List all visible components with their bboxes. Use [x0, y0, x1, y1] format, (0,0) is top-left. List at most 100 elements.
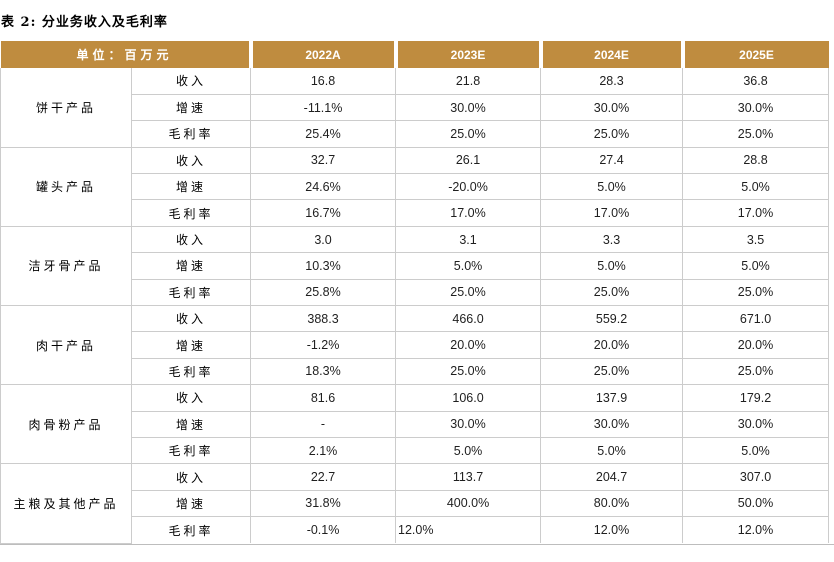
report-page: 表 2: 分业务收入及毛利率 单位：百万元 2022A 2023E 2024E 2025…: [0, 15, 834, 545]
row-label-cell: 增速: [130, 93, 252, 122]
table-row: 增速 -1.2% 20.0% 20.0% 20.0%: [1, 331, 830, 359]
group-name-cell: 罐头产品: [0, 146, 132, 227]
value-cell: -: [250, 410, 397, 438]
value-cell: 137.9: [540, 384, 684, 412]
value-cell: 388.3: [250, 305, 397, 333]
value-cell: 3.0: [250, 225, 397, 254]
table-row: 毛利率 2.1% 5.0% 5.0% 5.0%: [1, 436, 830, 465]
value-cell: 106.0: [395, 384, 542, 412]
value-cell: 25.0%: [395, 357, 542, 386]
segment-revenue-table: 单位：百万元 2022A 2023E 2024E 2025E 饼干产品 收入 16.8 21.…: [0, 41, 830, 544]
row-label-cell: 收入: [130, 146, 252, 175]
row-label-cell: 毛利率: [130, 357, 252, 386]
row-label-cell: 增速: [130, 410, 252, 438]
value-cell: 81.6: [250, 384, 397, 412]
value-cell: -1.2%: [250, 331, 397, 359]
table-bottom-rule: [0, 543, 834, 545]
value-cell: 17.0%: [540, 199, 684, 227]
row-label-cell: 增速: [130, 331, 252, 359]
table-row: 增速 24.6% -20.0% 5.0% 5.0%: [1, 173, 830, 201]
value-cell: 25.0%: [540, 278, 684, 307]
unit-header-cell: 单位：百万元: [0, 41, 251, 68]
value-cell: 28.3: [540, 68, 684, 95]
table-row: 主粮及其他产品 收入 22.7 113.7 204.7 307.0: [0, 463, 830, 544]
group-name-cell: 饼干产品: [0, 68, 132, 148]
value-cell: 3.3: [540, 225, 684, 254]
group-name-cell: 肉干产品: [0, 305, 132, 386]
value-cell: 17.0%: [682, 199, 830, 227]
row-label-cell: 增速: [130, 173, 252, 201]
value-cell: 16.7%: [250, 199, 397, 227]
year-header-cell: 2022A: [248, 41, 396, 68]
value-cell: 25.0%: [682, 278, 830, 307]
group-name-cell: 肉骨粉产品: [0, 384, 132, 465]
table-row: 增速 -30.0% 30.0% 30.0%: [1, 410, 830, 438]
table-row: 增速 31.8% 400.0% 80.0% 50.0%: [1, 489, 830, 518]
row-label-cell: 毛利率: [130, 278, 252, 307]
value-cell: 12.0%: [540, 516, 684, 544]
value-cell: 21.8: [395, 68, 542, 95]
value-cell: 36.8: [682, 68, 830, 95]
value-cell: 2.1%: [250, 436, 397, 465]
row-label-cell: 收入: [130, 225, 252, 254]
value-cell: 24.6%: [250, 173, 397, 201]
value-cell: 25.0%: [395, 120, 542, 148]
row-label-cell: 增速: [130, 489, 252, 518]
value-cell: 25.0%: [682, 120, 830, 148]
value-cell: 17.0%: [395, 199, 542, 227]
row-label-cell: 毛利率: [130, 516, 252, 544]
value-cell: 30.0%: [540, 93, 684, 122]
value-cell: 5.0%: [395, 436, 542, 465]
value-cell: 25.0%: [395, 278, 542, 307]
value-cell: 50.0%: [682, 489, 830, 518]
value-cell: 559.2: [540, 305, 684, 333]
value-cell: 30.0%: [540, 410, 684, 438]
table-row: 罐头产品 收入 32.7 26.1 27.4 28.8: [0, 146, 830, 227]
value-cell: 80.0%: [540, 489, 684, 518]
value-cell: 25.0%: [682, 357, 830, 386]
table-title: 表 2: 分业务收入及毛利率: [1, 15, 168, 30]
row-label-cell: 增速: [130, 252, 252, 280]
value-cell: 31.8%: [250, 489, 397, 518]
value-cell: 12.0%: [395, 516, 542, 544]
group-name-cell: 洁牙骨产品: [0, 225, 132, 307]
value-cell: 20.0%: [540, 331, 684, 359]
row-label-cell: 收入: [130, 384, 252, 412]
table-row: 洁牙骨产品 收入 3.0 3.1 3.3 3.5: [0, 225, 830, 307]
row-label-cell: 收入: [130, 305, 252, 333]
value-cell: 25.8%: [250, 278, 397, 307]
year-header-cell: 2023E: [393, 41, 541, 68]
value-cell: 3.5: [682, 225, 830, 254]
table-header: 单位：百万元 2022A 2023E 2024E 2025E: [0, 41, 829, 68]
year-header-cell: 2025E: [680, 41, 829, 68]
value-cell: 30.0%: [682, 93, 830, 122]
value-cell: 18.3%: [250, 357, 397, 386]
value-cell: 5.0%: [540, 252, 684, 280]
table-row: 毛利率 18.3% 25.0% 25.0% 25.0%: [1, 357, 830, 386]
value-cell: 25.4%: [250, 120, 397, 148]
year-header-cell: 2024E: [538, 41, 683, 68]
table-row: 肉骨粉产品 收入 81.6 106.0 137.9 179.2: [0, 384, 830, 465]
table-row: 增速 10.3% 5.0% 5.0% 5.0%: [1, 252, 830, 280]
value-cell: 400.0%: [395, 489, 542, 518]
value-cell: 32.7: [250, 146, 397, 175]
value-cell: 22.7: [250, 463, 397, 491]
value-cell: 12.0%: [682, 516, 830, 544]
group-name-cell: 主粮及其他产品: [0, 463, 132, 544]
value-cell: 25.0%: [540, 357, 684, 386]
table-row: 增速 -11.1% 30.0% 30.0% 30.0%: [1, 93, 830, 122]
table-row: 肉干产品 收入 388.3 466.0 559.2 671.0: [0, 305, 830, 386]
value-cell: -20.0%: [395, 173, 542, 201]
value-cell: 28.8: [682, 146, 830, 175]
value-cell: 5.0%: [682, 173, 830, 201]
value-cell: 20.0%: [682, 331, 830, 359]
value-cell: 10.3%: [250, 252, 397, 280]
value-cell: 113.7: [395, 463, 542, 491]
value-cell: 30.0%: [682, 410, 830, 438]
row-label-cell: 收入: [130, 68, 252, 95]
value-cell: 307.0: [682, 463, 830, 491]
header-row: 单位：百万元 2022A 2023E 2024E 2025E: [0, 41, 829, 68]
row-label-cell: 毛利率: [130, 436, 252, 465]
table-row: 毛利率 25.8% 25.0% 25.0% 25.0%: [1, 278, 830, 307]
value-cell: 25.0%: [540, 120, 684, 148]
